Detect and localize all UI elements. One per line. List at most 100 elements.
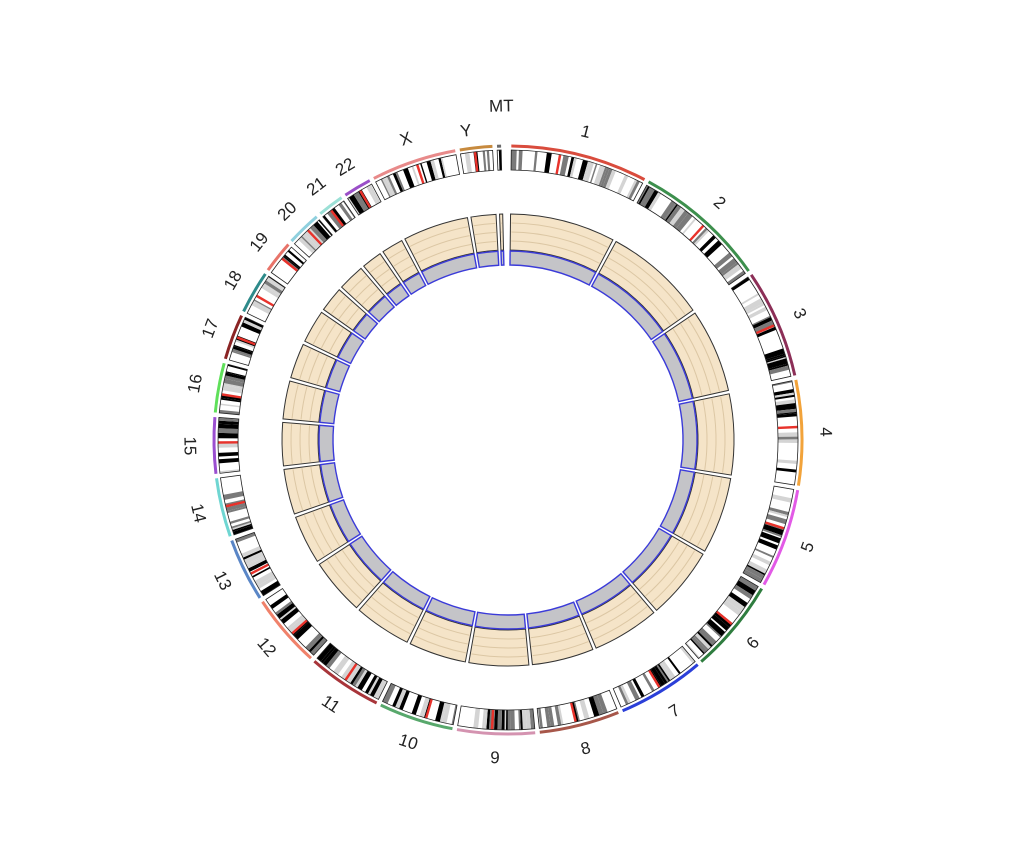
band-track-inner-segment-20 bbox=[367, 295, 396, 323]
band-track-outer-gridline-1-0 bbox=[511, 240, 600, 264]
chromosome-color-arc-12 bbox=[261, 600, 312, 660]
cytoband-22-1 bbox=[348, 194, 365, 215]
cytoband-9-0 bbox=[529, 708, 535, 730]
band-track-outer-gridline-13-0 bbox=[320, 508, 340, 547]
band-track-outer-segment-18 bbox=[304, 311, 352, 358]
cytoband-21-2 bbox=[327, 210, 343, 229]
cytoband-15-0 bbox=[219, 469, 240, 474]
cytoband-18-7 bbox=[261, 285, 280, 299]
band-track-inner-segment-15 bbox=[318, 424, 335, 463]
chromosome-label-7: 7 bbox=[665, 700, 683, 721]
cytoband-1-29 bbox=[602, 168, 613, 189]
band-track-outer-gridline-21-1 bbox=[375, 268, 390, 280]
cytoband-22-0 bbox=[347, 197, 360, 216]
band-track-outer-gridline-19-2 bbox=[331, 296, 346, 315]
cytoband-5-26 bbox=[747, 560, 768, 574]
chromosome-label-1: 1 bbox=[579, 121, 593, 142]
chromosome-color-arc-20 bbox=[290, 215, 318, 243]
cytoband-10-17 bbox=[382, 683, 396, 704]
chromosome-color-arc-5 bbox=[762, 489, 800, 586]
cytoband-x-21 bbox=[440, 157, 447, 178]
ideogram-outline-17 bbox=[228, 316, 264, 366]
chromosome-label-2: 2 bbox=[710, 192, 730, 212]
cytoband-6-16 bbox=[697, 631, 713, 648]
cytoband-3-28 bbox=[768, 363, 789, 371]
cytoband-x-2 bbox=[382, 177, 394, 197]
cytoband-1-21 bbox=[582, 161, 591, 182]
cytoband-x-10 bbox=[402, 167, 415, 189]
cytoband-20-2 bbox=[300, 235, 317, 251]
cytoband-16-10 bbox=[223, 378, 245, 387]
cytoband-20-7 bbox=[313, 221, 331, 240]
cytoband-6-13 bbox=[705, 622, 722, 638]
band-track-outer-gridline-18-2 bbox=[312, 318, 329, 345]
cytoband-4-8 bbox=[775, 402, 797, 411]
cytoband-4-4 bbox=[774, 392, 795, 398]
cytoband-17-4 bbox=[232, 346, 253, 355]
cytoband-6-5 bbox=[725, 595, 745, 612]
cytoband-20-4 bbox=[304, 230, 321, 248]
ideogram-outline-13 bbox=[234, 531, 281, 597]
cytoband-15-11 bbox=[218, 428, 239, 434]
band-track-outer-gridline-22-0 bbox=[398, 264, 414, 275]
cytoband-7-9 bbox=[656, 664, 669, 683]
cytoband-10-14 bbox=[395, 688, 407, 709]
cytoband-8-8 bbox=[573, 701, 580, 722]
band-track-outer-segment-3 bbox=[664, 312, 730, 399]
band-track-outer-gridline-11-1 bbox=[371, 596, 415, 627]
cytoband-6-0 bbox=[738, 576, 759, 591]
chromosome-color-arc-22 bbox=[344, 179, 371, 197]
band-track-inner-segment-y bbox=[476, 250, 500, 269]
cytoband-2-23 bbox=[693, 229, 710, 246]
cytoband-y-1 bbox=[464, 152, 472, 174]
cytoband-1-16 bbox=[567, 157, 575, 178]
cytoband-5-8 bbox=[768, 510, 789, 518]
cytoband-12-2 bbox=[305, 633, 323, 651]
band-track-outer-gridline-2-2 bbox=[612, 249, 686, 315]
cytoband-8-14 bbox=[554, 705, 562, 726]
cytoband-18-10 bbox=[264, 280, 283, 294]
chromosome-label-9: 9 bbox=[490, 748, 500, 767]
cytoband-1-2 bbox=[518, 150, 523, 171]
cytoband-x-20 bbox=[438, 157, 446, 178]
band-track-outer-gridline-4-0 bbox=[702, 400, 708, 470]
chromosome-label-21: 21 bbox=[303, 173, 330, 200]
chromosome-label-3: 3 bbox=[789, 305, 810, 321]
band-track-outer-gridline-6-1 bbox=[645, 545, 688, 597]
band-track-outer-gridline-10-0 bbox=[422, 619, 470, 636]
cytoband-5-22 bbox=[754, 548, 774, 558]
ideogram-outline-21 bbox=[322, 200, 356, 233]
cytoband-22-5 bbox=[366, 185, 378, 205]
cytoband-4-11 bbox=[776, 413, 798, 418]
cytoband-1-0 bbox=[511, 150, 517, 171]
band-track-inner-segment-4 bbox=[678, 400, 698, 471]
ideogram-outline-mt bbox=[496, 149, 503, 171]
cytoband-3-26 bbox=[766, 357, 787, 364]
cytoband-3-8 bbox=[745, 303, 765, 315]
band-track-outer-gridline-17-2 bbox=[299, 349, 312, 380]
cytoband-1-14 bbox=[559, 155, 569, 177]
cytoband-1-17 bbox=[569, 157, 577, 178]
cytoband-x-1 bbox=[380, 178, 391, 198]
cytoband-6-19 bbox=[691, 636, 708, 654]
band-track-inner-segment-14 bbox=[319, 462, 344, 503]
cytoband-3-27 bbox=[767, 358, 788, 369]
centromere-10 bbox=[424, 698, 433, 719]
cytoband-2-14 bbox=[675, 212, 693, 232]
cytoband-5-10 bbox=[766, 514, 787, 525]
centromere-18 bbox=[255, 294, 275, 307]
band-track-outer-gridline-12-0 bbox=[341, 550, 375, 588]
centromere-3 bbox=[755, 324, 775, 335]
band-track-outer-gridline-x-2 bbox=[409, 226, 469, 247]
cytoband-11-3 bbox=[364, 674, 378, 694]
ideogram-outline-12 bbox=[265, 587, 328, 656]
cytoband-1-38 bbox=[628, 180, 640, 200]
cytoband-3-7 bbox=[743, 298, 764, 313]
band-track-outer-gridline-20-1 bbox=[355, 282, 373, 299]
cytoband-4-9 bbox=[776, 408, 797, 414]
cytoband-15-8 bbox=[218, 443, 239, 448]
band-track-outer-gridline-14-2 bbox=[292, 469, 304, 511]
cytoband-9-4 bbox=[518, 709, 521, 730]
band-track-outer-gridline-19-1 bbox=[338, 302, 353, 320]
ideogram-outline-22 bbox=[347, 183, 382, 216]
